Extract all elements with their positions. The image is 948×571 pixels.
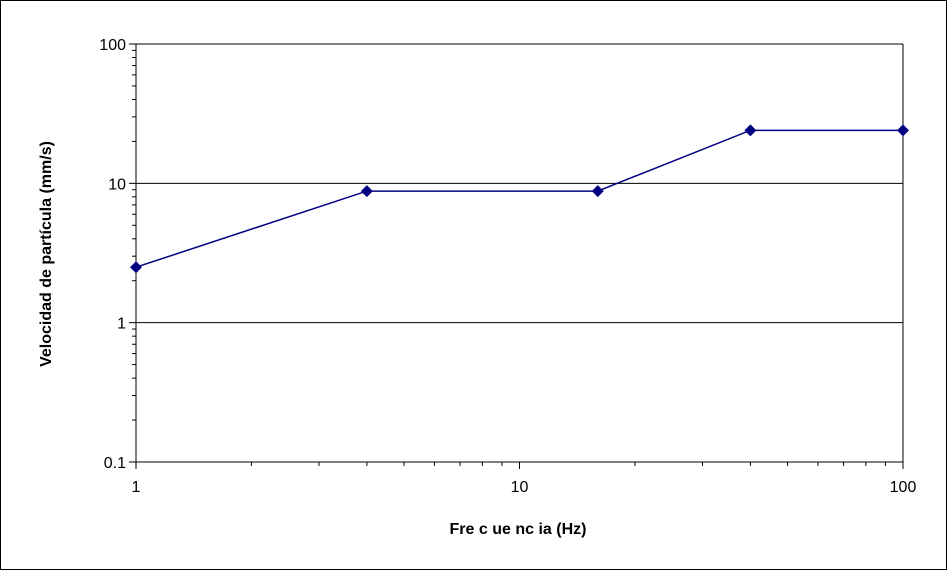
x-axis-label: Fre c ue nc ia (Hz) (450, 521, 587, 538)
data-point-marker (591, 185, 604, 198)
data-point-marker (897, 124, 909, 137)
series (130, 124, 909, 274)
y-tick-label: 0.1 (104, 455, 126, 472)
y-tick-label: 100 (99, 37, 126, 54)
y-tick-label: 10 (108, 176, 126, 193)
gridlines (136, 182, 903, 324)
data-point-marker (744, 124, 757, 137)
y-tick-label: 1 (117, 316, 126, 333)
x-tick-label: 1 (132, 479, 141, 496)
axes (129, 43, 904, 469)
x-tick-label: 100 (890, 479, 917, 496)
tick-labels: 0.1 1 10 100 1 10 100 (99, 37, 916, 496)
x-tick-label: 10 (511, 479, 529, 496)
y-axis-label: Velocidad de partícula (mm/s) (38, 141, 55, 367)
data-point-marker (130, 261, 142, 274)
data-point-marker (360, 185, 373, 198)
